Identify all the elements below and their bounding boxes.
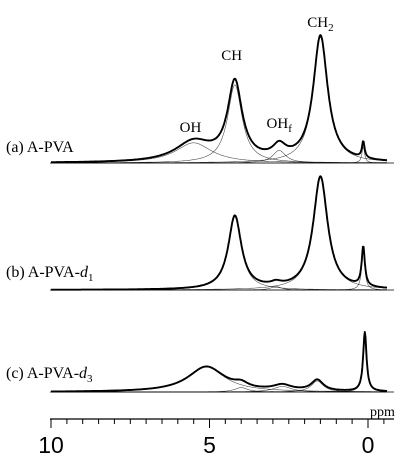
peak-label-ch-2: CH2 xyxy=(307,15,333,34)
panel-c-label: (c) A-PVA-d3 xyxy=(6,365,93,385)
panel-b-component-1 xyxy=(51,216,387,291)
panel-b-sum-curve xyxy=(50,175,388,291)
peak-label-ch: CH xyxy=(221,48,242,64)
peak-label-oh-f: OHf xyxy=(267,116,293,135)
panel-a-component-4 xyxy=(51,36,388,164)
panel-a-component-1 xyxy=(51,142,387,163)
panel-b-spectrum: (b) A-PVA-d1 xyxy=(6,175,394,291)
x-tick-label-5: 5 xyxy=(203,432,216,458)
panel-a-component-2 xyxy=(51,84,387,164)
panel-a-sum-curve xyxy=(50,34,388,164)
x-axis-unit-label: ppm xyxy=(370,405,395,420)
panel-a-label: (a) A-PVA xyxy=(6,139,74,156)
peak-label-oh: OH xyxy=(180,120,202,136)
panel-c-component-1 xyxy=(51,366,387,392)
panel-a-spectrum: (a) A-PVA OH CH OHf CH2 xyxy=(6,15,394,164)
panel-c-spectrum: (c) A-PVA-d3 xyxy=(6,331,394,393)
x-axis: 10 5 0 ppm xyxy=(38,405,395,458)
panel-b-label: (b) A-PVA-d1 xyxy=(6,264,93,284)
panel-c-sum-curve xyxy=(50,331,388,393)
panel-c-component-5 xyxy=(51,332,387,393)
x-tick-label-0: 0 xyxy=(362,432,375,458)
x-tick-label-10: 10 xyxy=(38,432,64,458)
panel-b-component-4 xyxy=(51,251,387,291)
